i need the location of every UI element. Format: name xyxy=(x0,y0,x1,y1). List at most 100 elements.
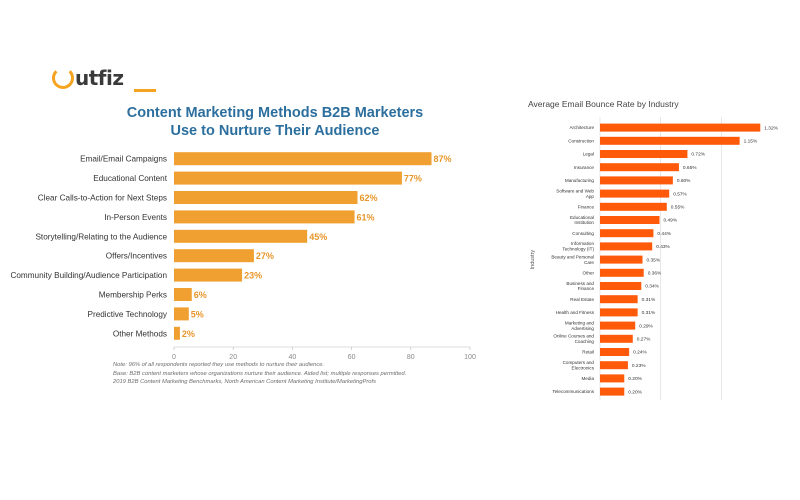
right-value-label: 0.34% xyxy=(645,284,659,290)
right-bar xyxy=(600,387,625,396)
left-bar xyxy=(174,191,358,204)
note-line-3: 2019 B2B Content Marketing Benchmarks, N… xyxy=(113,379,377,385)
left-bar xyxy=(174,229,308,243)
right-value-label: 0.35% xyxy=(647,257,661,263)
right-bar-chart: Industry Architecture 1.32% Construction 1.1… xyxy=(530,117,779,401)
left-value-label: 27% xyxy=(256,251,274,261)
right-value-label: 0.27% xyxy=(637,337,651,343)
left-value-label: 62% xyxy=(360,193,378,203)
left-value-label: 6% xyxy=(194,290,207,300)
right-category-label: Telecommunications xyxy=(552,389,594,394)
right-category-label: Media xyxy=(581,376,594,381)
note-line-1: Note: 96% of all respondents reported th… xyxy=(113,362,325,368)
left-category-label: Offers/Incentives xyxy=(106,252,167,261)
left-value-label: 77% xyxy=(404,174,422,184)
left-bar xyxy=(174,288,192,301)
right-category-label: Insurance xyxy=(574,165,595,170)
right-category-label: Other xyxy=(583,270,595,275)
right-value-label: 0.31% xyxy=(642,310,656,316)
right-category-label: Legal xyxy=(583,152,594,157)
right-bar xyxy=(600,348,630,356)
right-value-label: 0.29% xyxy=(639,323,653,329)
right-category-label: Beauty and Personal Care xyxy=(551,254,594,264)
left-x-tick-label: 0 xyxy=(172,354,176,361)
right-value-label: 0.23% xyxy=(632,363,646,369)
right-category-label: Finance xyxy=(578,204,595,209)
left-category-label: Educational Content xyxy=(93,174,167,183)
right-value-label: 1.32% xyxy=(764,125,778,131)
right-value-label: 0.31% xyxy=(642,297,656,303)
left-category-label: Storytelling/Relating to the Audience xyxy=(35,232,167,241)
left-x-tick-label: 20 xyxy=(229,354,237,361)
right-category-label: Business and Finance xyxy=(566,281,594,291)
right-category-label: Real Estate xyxy=(570,297,594,302)
right-value-label: 0.65% xyxy=(683,165,697,171)
right-category-label: Consulting xyxy=(572,231,594,236)
left-category-label: Other Methods xyxy=(113,329,167,338)
left-category-label: Membership Perks xyxy=(99,291,167,300)
right-category-label: Manufacturing xyxy=(565,178,595,183)
left-chart-title-line2: Use to Nurture Their Audience xyxy=(170,123,380,139)
left-value-label: 5% xyxy=(191,309,204,319)
left-bar xyxy=(174,326,180,340)
left-value-label: 87% xyxy=(434,154,452,164)
right-bar xyxy=(600,229,654,238)
logo-text: utfiz xyxy=(75,66,124,90)
right-category-label: Software and Web App xyxy=(556,188,594,198)
right-bar xyxy=(600,255,643,264)
left-category-label: In-Person Events xyxy=(104,213,167,222)
right-bar xyxy=(600,334,633,343)
right-value-label: 1.15% xyxy=(744,139,758,145)
left-category-label: Predictive Technology xyxy=(88,310,168,319)
right-category-label: Construction xyxy=(568,138,594,143)
right-bar xyxy=(600,176,673,185)
left-x-tick-label: 40 xyxy=(289,354,297,361)
right-bar xyxy=(600,150,688,158)
right-category-label: Computers and Electronics xyxy=(563,360,595,370)
logo-o-icon xyxy=(52,67,74,89)
left-x-tick-label: 100 xyxy=(464,354,476,361)
left-bar xyxy=(174,268,243,282)
left-bar-chart: Email/Email Campaigns 87% Educational Cont… xyxy=(10,152,476,361)
right-category-label: Retail xyxy=(582,350,594,355)
right-bar xyxy=(600,321,636,330)
left-value-label: 23% xyxy=(244,271,262,281)
right-bar xyxy=(600,202,667,211)
logo-underline xyxy=(134,89,156,92)
right-category-label: Architecture xyxy=(569,125,594,130)
right-value-label: 0.57% xyxy=(673,191,687,197)
left-bar xyxy=(174,171,402,185)
left-chart-notes: Note: 96% of all respondents reported th… xyxy=(113,361,473,387)
left-bar xyxy=(174,210,355,224)
right-bar xyxy=(600,189,670,198)
left-bar xyxy=(174,307,189,321)
right-y-axis-title: Industry xyxy=(530,250,536,270)
right-chart-title: Average Email Bounce Rate by Industry xyxy=(528,99,679,109)
outfiz-logo: utfiz xyxy=(52,64,156,92)
left-chart-title-line1: Content Marketing Methods B2B Marketers xyxy=(126,105,424,121)
right-bar xyxy=(600,268,644,277)
right-bar xyxy=(600,216,660,224)
left-category-label: Clear Calls-to-Action for Next Steps xyxy=(38,194,167,203)
right-bar xyxy=(600,163,679,172)
right-category-label: Marketing and Advertising xyxy=(565,320,595,330)
right-category-label: Educational Institution xyxy=(570,215,594,225)
left-chart-title: Content Marketing Methods B2B Marketers … xyxy=(110,104,440,140)
right-value-label: 0.24% xyxy=(633,350,647,356)
right-value-label: 0.43% xyxy=(656,244,670,250)
right-bar xyxy=(600,282,642,290)
right-category-label: Information Technology (IT) xyxy=(562,241,594,251)
note-line-2: Base: B2B content marketers whose organi… xyxy=(113,370,407,377)
right-value-label: 0.44% xyxy=(657,231,671,237)
right-bar xyxy=(600,242,653,251)
right-category-label: Online Courses and Coaching xyxy=(553,334,594,344)
right-value-label: 0.20% xyxy=(628,389,642,395)
left-x-tick-label: 60 xyxy=(348,354,356,361)
left-bar xyxy=(174,152,432,166)
right-value-label: 0.55% xyxy=(671,205,685,211)
right-value-label: 0.20% xyxy=(628,376,642,382)
right-bar xyxy=(600,361,628,370)
left-category-label: Community Building/Audience Participatio… xyxy=(10,271,167,280)
right-value-label: 0.49% xyxy=(664,218,678,224)
right-bar xyxy=(600,374,625,383)
